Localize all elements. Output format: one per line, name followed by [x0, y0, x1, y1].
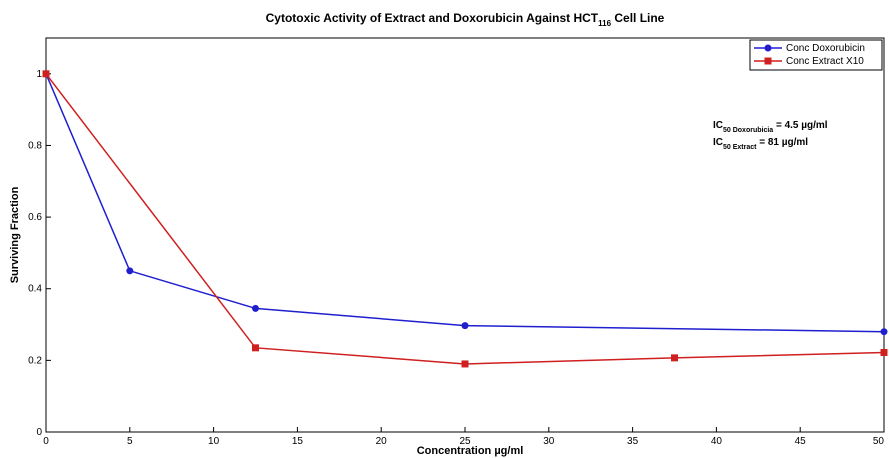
- ann-tail: = 81 µg/ml: [756, 137, 808, 148]
- x-tick-label: 45: [795, 436, 807, 447]
- marker: [252, 304, 259, 312]
- y-tick-label: 0: [36, 427, 42, 438]
- title-main: Cytotoxic Activity of Extract and Doxoru…: [266, 11, 599, 25]
- x-tick-label: 30: [543, 436, 555, 447]
- x-tick-label: 10: [208, 436, 220, 447]
- title-sub: 116: [598, 19, 611, 28]
- ann-main: IC: [713, 137, 723, 148]
- series-line: [45, 73, 885, 333]
- chart-title: Cytotoxic Activity of Extract and Doxoru…: [266, 11, 665, 28]
- x-tick-label: 35: [627, 436, 639, 447]
- x-tick-label: 50: [873, 436, 885, 447]
- x-axis-label: Concentration µg/ml: [417, 445, 524, 457]
- y-tick-label: 0.2: [28, 355, 42, 366]
- marker: [126, 267, 134, 275]
- ann-sub: 50 Extract: [723, 144, 757, 151]
- y-tick-label: 1: [36, 69, 42, 80]
- marker: [42, 70, 50, 78]
- ann-tail: = 4.5 µg/ml: [773, 120, 828, 131]
- legend-label: Conc Extract X10: [786, 56, 864, 67]
- legend-box: [749, 39, 883, 71]
- marker: [764, 44, 772, 52]
- y-tick-label: 0.6: [28, 212, 42, 223]
- marker: [764, 57, 772, 65]
- x-tick-label: 40: [711, 436, 723, 447]
- x-tick-label: 5: [127, 436, 133, 447]
- marker: [461, 360, 469, 368]
- series-line: [45, 73, 885, 365]
- ann-main: IC: [713, 120, 723, 131]
- y-tick-label: 0.8: [28, 140, 42, 151]
- ann-sub: 50 Doxorubicia: [723, 127, 773, 134]
- y-tick-label: 0.4: [28, 284, 42, 295]
- marker: [252, 344, 259, 352]
- marker: [880, 348, 888, 356]
- marker: [461, 322, 469, 330]
- legend-label: Conc Doxorubicin: [786, 43, 865, 54]
- x-tick-label: 0: [43, 436, 49, 447]
- y-axis-label: Surviving Fraction: [9, 186, 21, 283]
- x-tick-label: 25: [459, 436, 471, 447]
- title-tail: Cell Line: [611, 11, 665, 25]
- x-tick-label: 20: [376, 436, 388, 447]
- marker: [880, 328, 888, 336]
- annotation: IC50 Doxorubicia = 4.5 µg/ml: [713, 120, 828, 134]
- x-tick-label: 15: [292, 436, 304, 447]
- annotation: IC50 Extract = 81 µg/ml: [713, 137, 808, 151]
- marker: [671, 354, 678, 362]
- plot-frame: [45, 37, 885, 433]
